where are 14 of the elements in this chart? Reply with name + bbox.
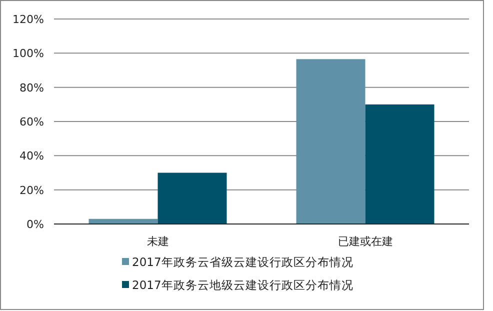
y-tick-label: 40% (20, 150, 44, 163)
bar (158, 172, 227, 224)
bar (365, 104, 434, 224)
bar (296, 59, 366, 224)
legend-label: 2017年政务云地级云建设行政区分布情况 (132, 278, 354, 292)
y-tick-label: 60% (20, 116, 44, 128)
y-tick-label: 20% (20, 184, 44, 197)
x-tick-label: 未建 (146, 235, 169, 248)
y-tick-label: 100% (12, 47, 44, 60)
legend-label: 2017年政务云省级云建设行政区分布情况 (132, 255, 354, 269)
y-tick-label: 80% (20, 81, 44, 94)
y-tick-label: 0% (26, 218, 44, 231)
y-tick-label: 120% (12, 13, 44, 26)
x-tick-label: 已建或在建 (338, 235, 393, 248)
